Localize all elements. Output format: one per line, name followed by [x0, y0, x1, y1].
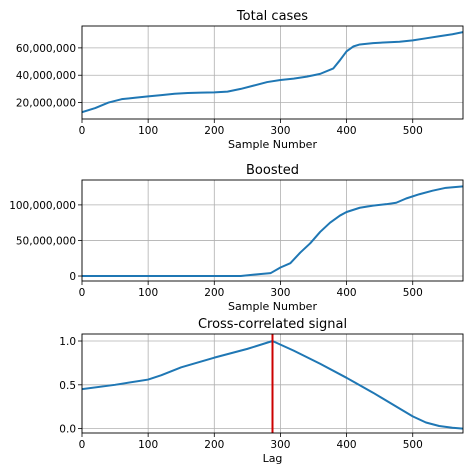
- x-tick-label: 500: [403, 125, 423, 137]
- x-tick-label: 200: [204, 287, 224, 299]
- x-tick-label: 0: [79, 125, 86, 137]
- x-tick-label: 400: [337, 125, 357, 137]
- x-tick-label: 300: [270, 125, 290, 137]
- y-tick-label: 40,000,000: [16, 70, 76, 82]
- y-tick-label: 0: [69, 271, 76, 283]
- plot-frame: [81, 333, 464, 434]
- x-tick-label: 300: [270, 439, 290, 451]
- chart-title: Cross-correlated signal: [198, 317, 347, 332]
- chart-title: Boosted: [246, 163, 299, 178]
- series-line-0: [82, 340, 463, 430]
- y-tick-label: 0.0: [59, 424, 76, 436]
- y-tick-label: 0.5: [59, 380, 76, 392]
- x-tick-label: 400: [337, 287, 357, 299]
- x-axis-label: Lag: [263, 452, 283, 465]
- x-tick-label: 500: [403, 439, 423, 451]
- chart-panel-0: Total cases 0 100 200 300 400 500 20,000,000 40,…: [16, 9, 464, 151]
- chart-panel-2: Cross-correlated signal 0 100 200 300 400 500 0…: [59, 317, 464, 465]
- y-tick-label: 1.0: [59, 336, 76, 348]
- plot-frame: [81, 25, 464, 120]
- x-tick-label: 500: [403, 287, 423, 299]
- x-axis-label: Sample Number: [228, 300, 317, 313]
- plot-frame: [81, 179, 464, 282]
- x-tick-label: 100: [138, 439, 158, 451]
- series-line-0: [82, 185, 463, 278]
- x-tick-label: 100: [138, 287, 158, 299]
- x-tick-label: 0: [79, 287, 86, 299]
- y-tick-label: 60,000,000: [16, 43, 76, 55]
- x-tick-label: 200: [204, 125, 224, 137]
- chart-title: Total cases: [236, 9, 308, 24]
- chart-panel-1: Boosted 0 100 200 300 400 500 0 50,000,000 100,00…: [9, 163, 464, 313]
- y-tick-label: 100,000,000: [9, 200, 76, 212]
- x-tick-label: 0: [79, 439, 86, 451]
- x-tick-label: 200: [204, 439, 224, 451]
- x-tick-label: 400: [337, 439, 357, 451]
- y-tick-label: 50,000,000: [16, 235, 76, 247]
- x-axis-label: Sample Number: [228, 138, 317, 151]
- x-tick-label: 300: [270, 287, 290, 299]
- series-line-0: [82, 31, 463, 114]
- y-tick-label: 20,000,000: [16, 98, 76, 110]
- x-tick-label: 100: [138, 125, 158, 137]
